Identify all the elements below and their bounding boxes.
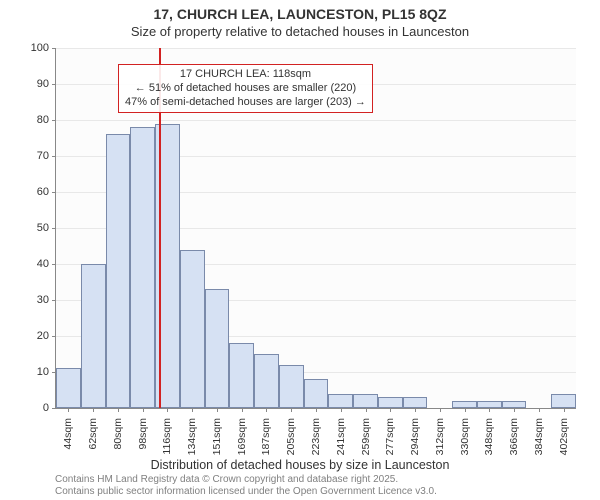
xtick-mark <box>465 408 466 412</box>
ytick-label: 100 <box>4 42 49 54</box>
histogram-bar <box>353 394 378 408</box>
xtick-mark <box>415 408 416 412</box>
xtick-mark <box>539 408 540 412</box>
ytick-mark <box>52 336 56 337</box>
histogram-bar <box>378 397 403 408</box>
histogram-bar <box>477 401 502 408</box>
grid-line <box>56 120 576 121</box>
xtick-mark <box>341 408 342 412</box>
ytick-label: 60 <box>4 186 49 198</box>
ytick-mark <box>52 84 56 85</box>
histogram-bar <box>56 368 81 408</box>
annotation-line: ← 51% of detached houses are smaller (22… <box>125 82 366 96</box>
annotation-box: 17 CHURCH LEA: 118sqm← 51% of detached h… <box>118 64 373 113</box>
histogram-bar <box>279 365 304 408</box>
footer-line1: Contains HM Land Registry data © Crown c… <box>55 474 437 486</box>
histogram-bar <box>106 134 131 408</box>
ytick-mark <box>52 408 56 409</box>
histogram-bar <box>229 343 254 408</box>
histogram-bar <box>180 250 205 408</box>
histogram-bar <box>205 289 230 408</box>
xtick-mark <box>440 408 441 412</box>
xtick-mark <box>390 408 391 412</box>
grid-line <box>56 48 576 49</box>
xtick-mark <box>266 408 267 412</box>
ytick-label: 90 <box>4 78 49 90</box>
histogram-bar <box>254 354 279 408</box>
xtick-mark <box>564 408 565 412</box>
chart-title-main: 17, CHURCH LEA, LAUNCESTON, PL15 8QZ <box>0 6 600 22</box>
xtick-mark <box>143 408 144 412</box>
ytick-mark <box>52 120 56 121</box>
ytick-label: 10 <box>4 366 49 378</box>
x-axis-label: Distribution of detached houses by size … <box>0 458 600 472</box>
xtick-mark <box>93 408 94 412</box>
ytick-label: 0 <box>4 402 49 414</box>
chart-title-sub: Size of property relative to detached ho… <box>0 24 600 39</box>
chart-container: 17, CHURCH LEA, LAUNCESTON, PL15 8QZ Siz… <box>0 0 600 500</box>
xtick-mark <box>167 408 168 412</box>
xtick-mark <box>291 408 292 412</box>
histogram-bar <box>304 379 329 408</box>
ytick-label: 30 <box>4 294 49 306</box>
plot-inner: 44sqm62sqm80sqm98sqm116sqm134sqm151sqm16… <box>55 48 576 409</box>
ytick-mark <box>52 156 56 157</box>
histogram-bar <box>81 264 106 408</box>
histogram-bar <box>328 394 353 408</box>
xtick-mark <box>366 408 367 412</box>
xtick-mark <box>217 408 218 412</box>
ytick-label: 20 <box>4 330 49 342</box>
xtick-mark <box>118 408 119 412</box>
histogram-bar <box>130 127 155 408</box>
plot-area: 44sqm62sqm80sqm98sqm116sqm134sqm151sqm16… <box>55 48 575 408</box>
annotation-line: 47% of semi-detached houses are larger (… <box>125 96 366 110</box>
histogram-bar <box>551 394 576 408</box>
ytick-label: 40 <box>4 258 49 270</box>
ytick-label: 50 <box>4 222 49 234</box>
xtick-mark <box>316 408 317 412</box>
annotation-line: 17 CHURCH LEA: 118sqm <box>125 68 366 82</box>
ytick-label: 70 <box>4 150 49 162</box>
xtick-mark <box>514 408 515 412</box>
histogram-bar <box>452 401 477 408</box>
ytick-mark <box>52 300 56 301</box>
xtick-mark <box>489 408 490 412</box>
xtick-mark <box>68 408 69 412</box>
ytick-label: 80 <box>4 114 49 126</box>
ytick-mark <box>52 228 56 229</box>
ytick-mark <box>52 264 56 265</box>
ytick-mark <box>52 48 56 49</box>
xtick-mark <box>242 408 243 412</box>
histogram-bar <box>502 401 527 408</box>
xtick-mark <box>192 408 193 412</box>
ytick-mark <box>52 192 56 193</box>
footer-line2: Contains public sector information licen… <box>55 486 437 498</box>
histogram-bar <box>403 397 428 408</box>
footer-text: Contains HM Land Registry data © Crown c… <box>55 474 437 498</box>
